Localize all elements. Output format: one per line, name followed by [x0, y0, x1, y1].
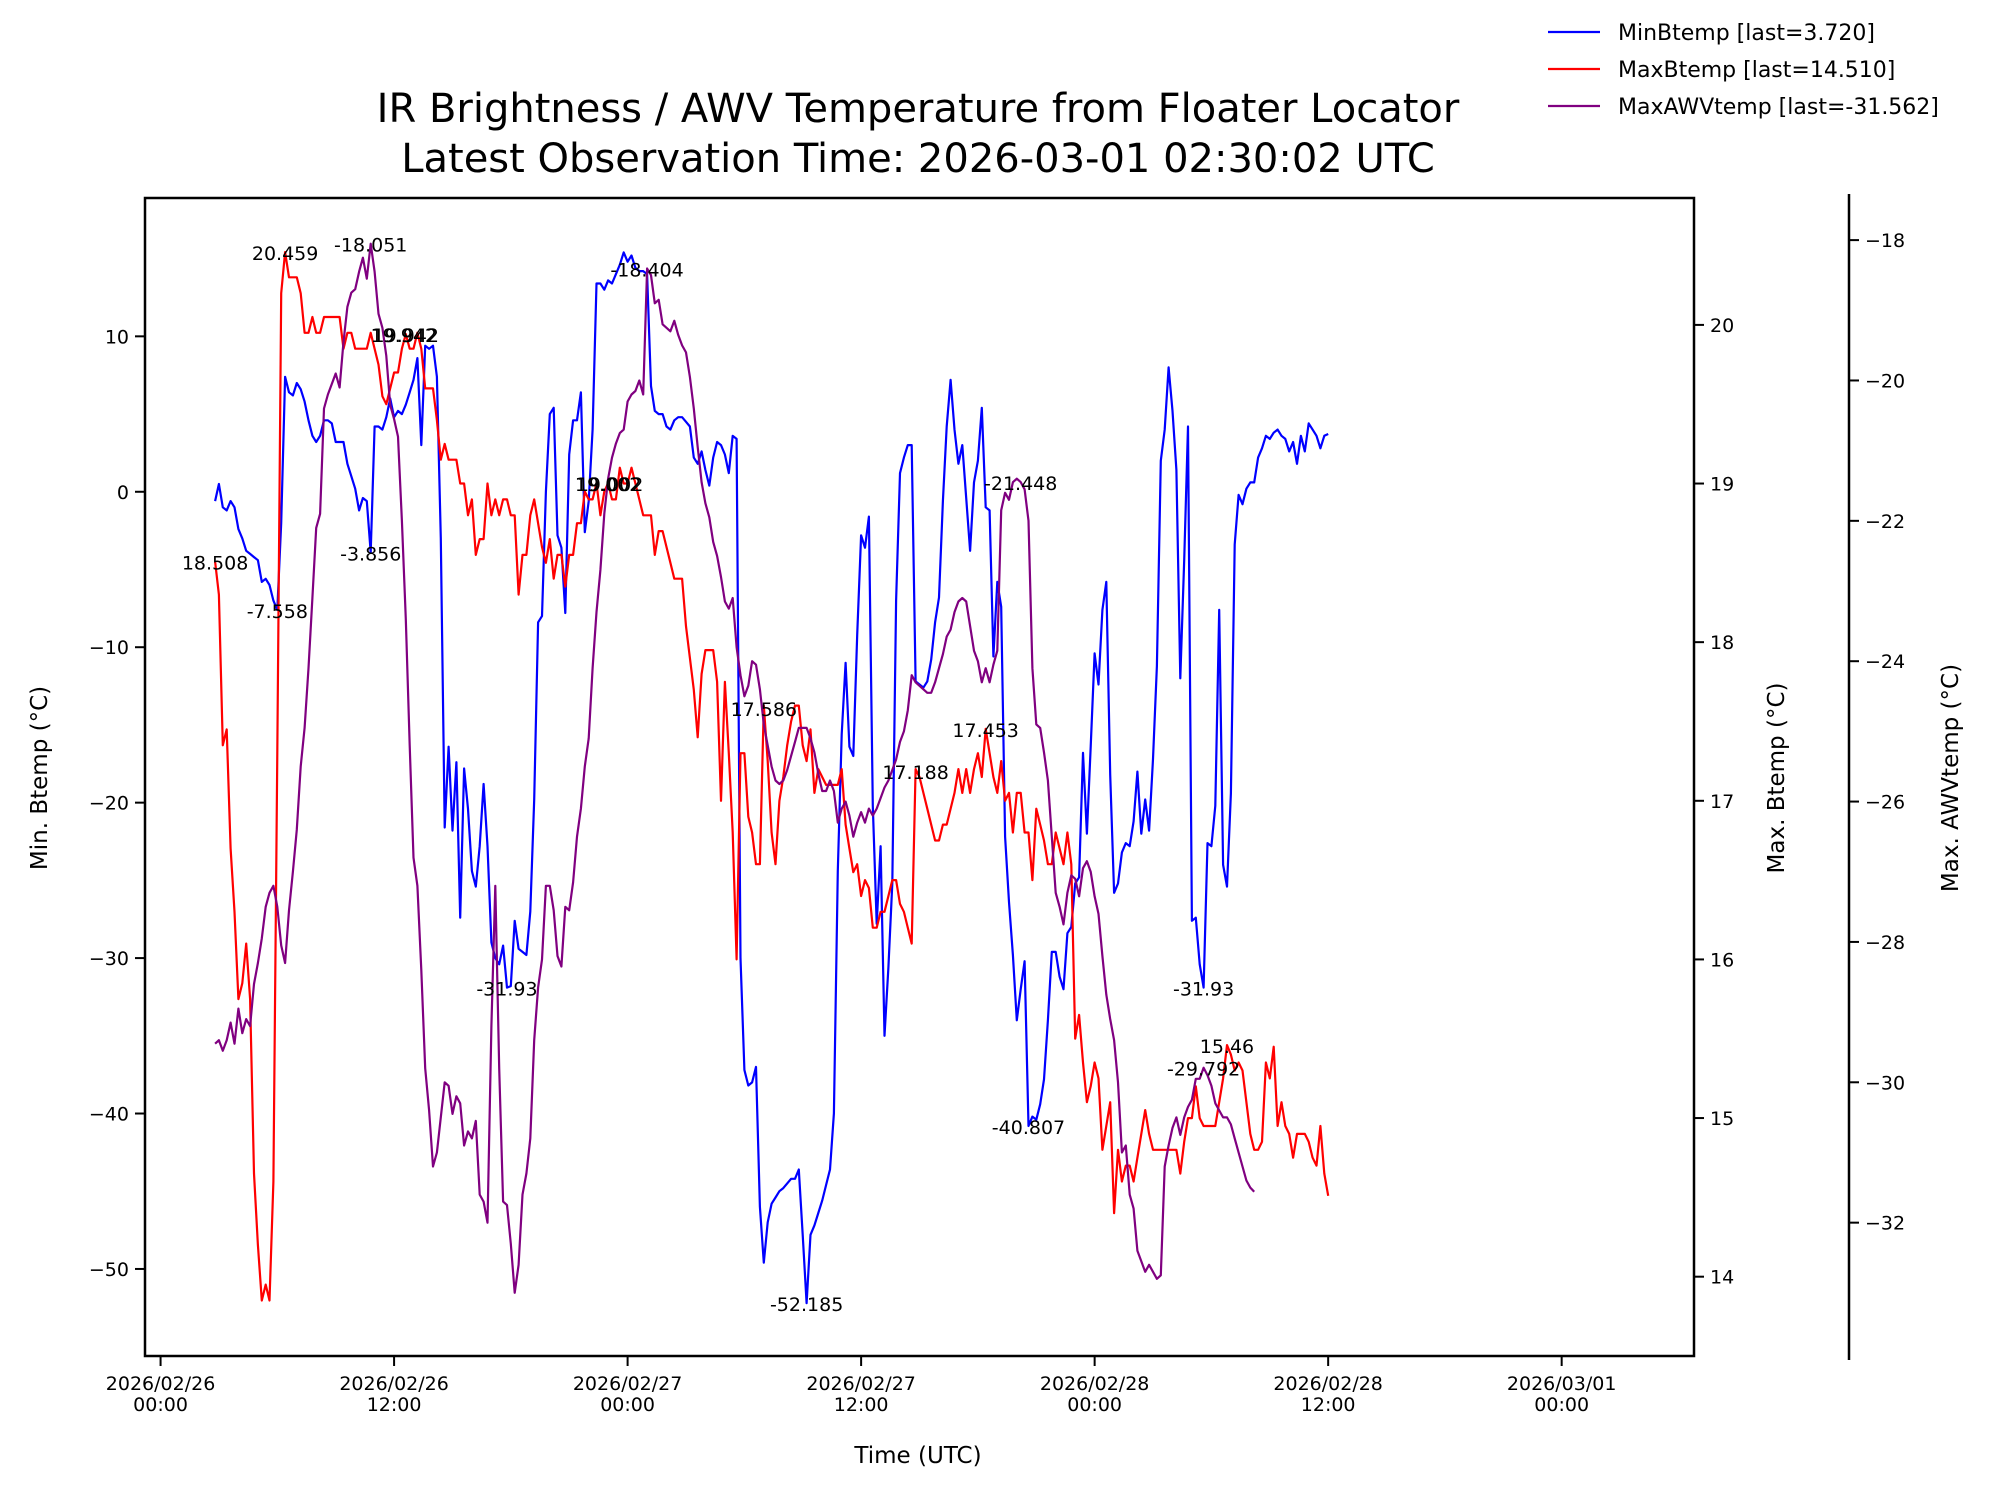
annotation-label: 18.508	[182, 553, 248, 575]
left-y-tick-label: 0	[117, 482, 129, 504]
annotation-label: -3.856	[340, 543, 401, 565]
chart-subtitle: Latest Observation Time: 2026-03-01 02:3…	[401, 136, 1435, 182]
legend: MinBtemp [last=3.720] MaxBtemp [last=14.5…	[1548, 21, 1939, 120]
annotation-label: 19.002	[577, 474, 643, 496]
x-tick-label: 2026/02/27	[573, 1373, 683, 1395]
annotation-label: -31.93	[1173, 979, 1234, 1001]
annotation-label: 17.188	[882, 762, 948, 784]
right-axis-label: Max. Btemp (°C)	[1764, 683, 1790, 874]
right-y-tick-label: 18	[1710, 632, 1734, 654]
x-tick-label: 12:00	[1301, 1394, 1356, 1416]
annotation-label: -52.185	[770, 1294, 843, 1316]
series-line-awv	[214, 242, 1256, 1294]
x-tick-label: 2026/03/01	[1507, 1373, 1617, 1395]
annotation-label: 19.942	[371, 325, 437, 347]
x-tick-label: 12:00	[367, 1394, 422, 1416]
left-y-tick-label: 10	[105, 326, 129, 348]
x-tick-label: 00:00	[1534, 1394, 1589, 1416]
annotation-label: 19.002	[575, 474, 641, 496]
plot-frame	[143, 196, 1696, 1358]
annotation-label: -40.807	[992, 1117, 1065, 1139]
left-y-tick-label: −10	[89, 637, 129, 659]
far-right-y-tick-label: −22	[1865, 511, 1905, 533]
right-y-tick-label: 17	[1710, 791, 1734, 813]
x-tick-label: 2026/02/26	[339, 1373, 449, 1395]
series-line-max	[214, 251, 1330, 1302]
far-right-y-tick-label: −32	[1865, 1213, 1905, 1235]
legend-label-max: MaxBtemp [last=14.510]	[1618, 58, 1895, 83]
annotation-label: -21.448	[984, 473, 1057, 495]
left-y-tick-label: −50	[89, 1259, 129, 1281]
annotation-label: -18.404	[610, 259, 683, 281]
left-y-tick-label: −20	[89, 793, 129, 815]
left-axis-label: Min. Btemp (°C)	[27, 686, 53, 870]
annotation-label: 19.942	[373, 325, 439, 347]
right-y-tick-label: 14	[1710, 1267, 1734, 1289]
x-tick-label: 12:00	[834, 1394, 889, 1416]
x-tick-label: 2026/02/27	[806, 1373, 916, 1395]
left-y-tick-label: −40	[89, 1104, 129, 1126]
x-tick-label: 2026/02/26	[106, 1373, 216, 1395]
far-right-axis-label: Max. AWVtemp (°C)	[1938, 664, 1964, 892]
far-right-y-tick-label: −30	[1865, 1072, 1905, 1094]
far-right-y-tick-label: −24	[1865, 651, 1905, 673]
annotation-label: 17.453	[952, 720, 1018, 742]
chart-title: IR Brightness / AWV Temperature from Flo…	[377, 86, 1460, 132]
far-right-y-tick-label: −28	[1865, 932, 1905, 954]
annotation-label: -31.93	[476, 979, 537, 1001]
right-y-tick-label: 16	[1710, 949, 1734, 971]
axes-layer: 2026/02/2600:002026/02/2612:002026/02/27…	[89, 194, 1905, 1416]
x-tick-label: 00:00	[1067, 1394, 1122, 1416]
x-tick-label: 00:00	[600, 1394, 655, 1416]
series-line-min	[214, 251, 1329, 1305]
left-y-tick-label: −30	[89, 948, 129, 970]
annotation-label: 20.459	[252, 243, 318, 265]
legend-label-awv: MaxAWVtemp [last=-31.562]	[1618, 95, 1939, 120]
x-tick-label: 2026/02/28	[1273, 1373, 1383, 1395]
annotation-label: 15.46	[1200, 1036, 1254, 1058]
far-right-y-tick-label: −18	[1865, 230, 1905, 252]
x-tick-label: 00:00	[133, 1394, 188, 1416]
annotation-label: -7.558	[247, 601, 308, 623]
right-y-tick-label: 15	[1710, 1108, 1734, 1130]
series-layer	[214, 242, 1330, 1305]
annotations-layer: 18.508 -7.558 20.459 -3.856 -18.051 19.942 19.…	[182, 235, 1254, 1316]
x-axis-label: Time (UTC)	[853, 1443, 981, 1469]
annotation-label: -29.792	[1167, 1059, 1240, 1081]
far-right-y-tick-label: −26	[1865, 792, 1905, 814]
x-tick-label: 2026/02/28	[1040, 1373, 1150, 1395]
legend-label-min: MinBtemp [last=3.720]	[1618, 21, 1875, 46]
right-y-tick-label: 19	[1710, 474, 1734, 496]
annotation-label: 17.586	[731, 699, 797, 721]
annotation-label: -18.051	[334, 235, 407, 257]
far-right-y-tick-label: −20	[1865, 370, 1905, 392]
right-y-tick-label: 20	[1710, 315, 1734, 337]
